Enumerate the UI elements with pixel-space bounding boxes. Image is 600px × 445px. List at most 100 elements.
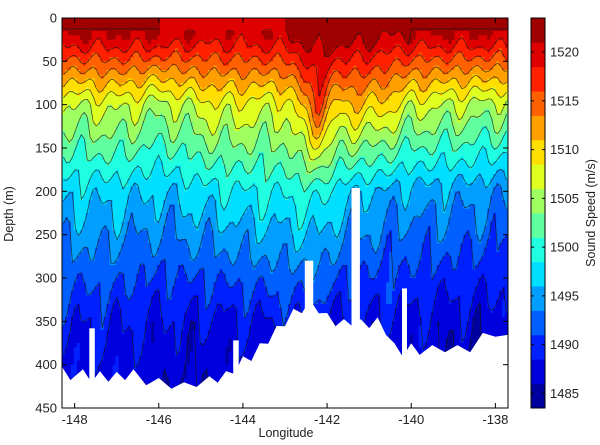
field-cell [207,57,212,62]
field-cell [166,83,170,88]
field-cell [94,117,99,123]
field-cell [282,61,286,67]
field-cell [490,100,494,106]
field-cell [73,104,78,110]
field-cell [145,18,149,23]
field-cell [225,48,230,54]
field-cell [76,70,81,75]
field-cell [332,91,337,97]
field-cell [136,61,140,67]
field-cell [371,61,375,67]
field-cell [308,96,313,101]
field-cell [124,18,129,23]
field-cell [127,74,131,80]
field-cell [505,78,508,84]
field-cell [436,22,441,28]
field-cell [198,61,203,67]
field-cell [311,35,316,41]
field-cell [439,104,444,110]
field-cell [174,83,179,88]
field-cell [109,113,114,119]
field-cell [261,44,265,49]
field-cell [163,31,167,36]
field-cell [377,83,381,88]
field-cell [493,57,497,62]
field-cell [442,113,447,119]
field-cell [499,104,503,110]
field-cell [502,91,506,97]
field-cell [124,61,129,67]
field-cell [204,91,209,97]
field-cell [127,52,131,58]
field-cell [100,83,105,88]
field-cell [463,44,467,49]
field-cell [240,39,244,45]
field-cell [273,61,277,67]
field-cell [192,61,197,67]
field-cell [163,39,167,45]
field-cell [332,70,337,75]
field-cell [362,74,366,80]
field-cell [174,18,179,23]
field-cell [228,31,233,36]
field-cell [427,113,432,119]
field-cell [481,22,485,28]
field-cell [279,31,283,36]
field-cell [249,70,253,75]
field-cell [484,74,488,80]
field-cell [249,109,253,114]
field-cell [261,83,265,88]
field-cell [287,70,292,75]
field-cell [493,78,497,84]
field-cell [362,117,366,123]
field-cell [442,117,447,123]
field-cell [421,113,426,119]
field-cell [472,35,476,41]
field-cell [347,39,352,45]
field-cell [374,91,378,97]
field-cell [222,44,227,49]
field-cell [377,117,381,123]
field-cell [436,100,441,106]
field-cell [293,26,298,32]
field-cell [279,44,283,49]
field-cell [285,57,289,62]
field-cell [383,83,387,88]
field-cell [151,91,155,97]
field-cell [347,87,352,93]
field-cell [195,78,200,84]
field-cell [469,48,473,54]
field-cell [177,61,182,67]
field-cell [392,117,396,123]
field-cell [97,74,102,80]
field-cell [305,96,310,101]
field-cell [505,52,508,58]
field-cell [112,122,117,127]
field-cell [261,57,265,62]
field-cell [317,39,322,45]
field-cell [403,35,408,41]
field-cell [231,18,236,23]
field-cell [341,35,346,41]
field-cell [353,52,357,58]
field-cell [505,96,508,101]
field-cell [172,52,176,58]
field-cell [433,70,438,75]
field-cell [493,70,497,75]
field-cell [457,31,462,36]
field-cell [430,83,435,88]
field-cell [359,22,363,28]
field-cell [356,117,360,123]
field-cell [332,117,337,123]
field-cell [460,44,464,49]
field-cell [496,70,500,75]
field-cell [258,35,262,41]
field-cell [169,109,173,114]
field-cell [118,104,123,110]
field-cell [436,74,441,80]
field-cell [62,35,66,41]
field-cell [204,87,209,93]
field-cell [329,39,334,45]
field-cell [276,83,280,88]
field-cell [127,122,131,127]
